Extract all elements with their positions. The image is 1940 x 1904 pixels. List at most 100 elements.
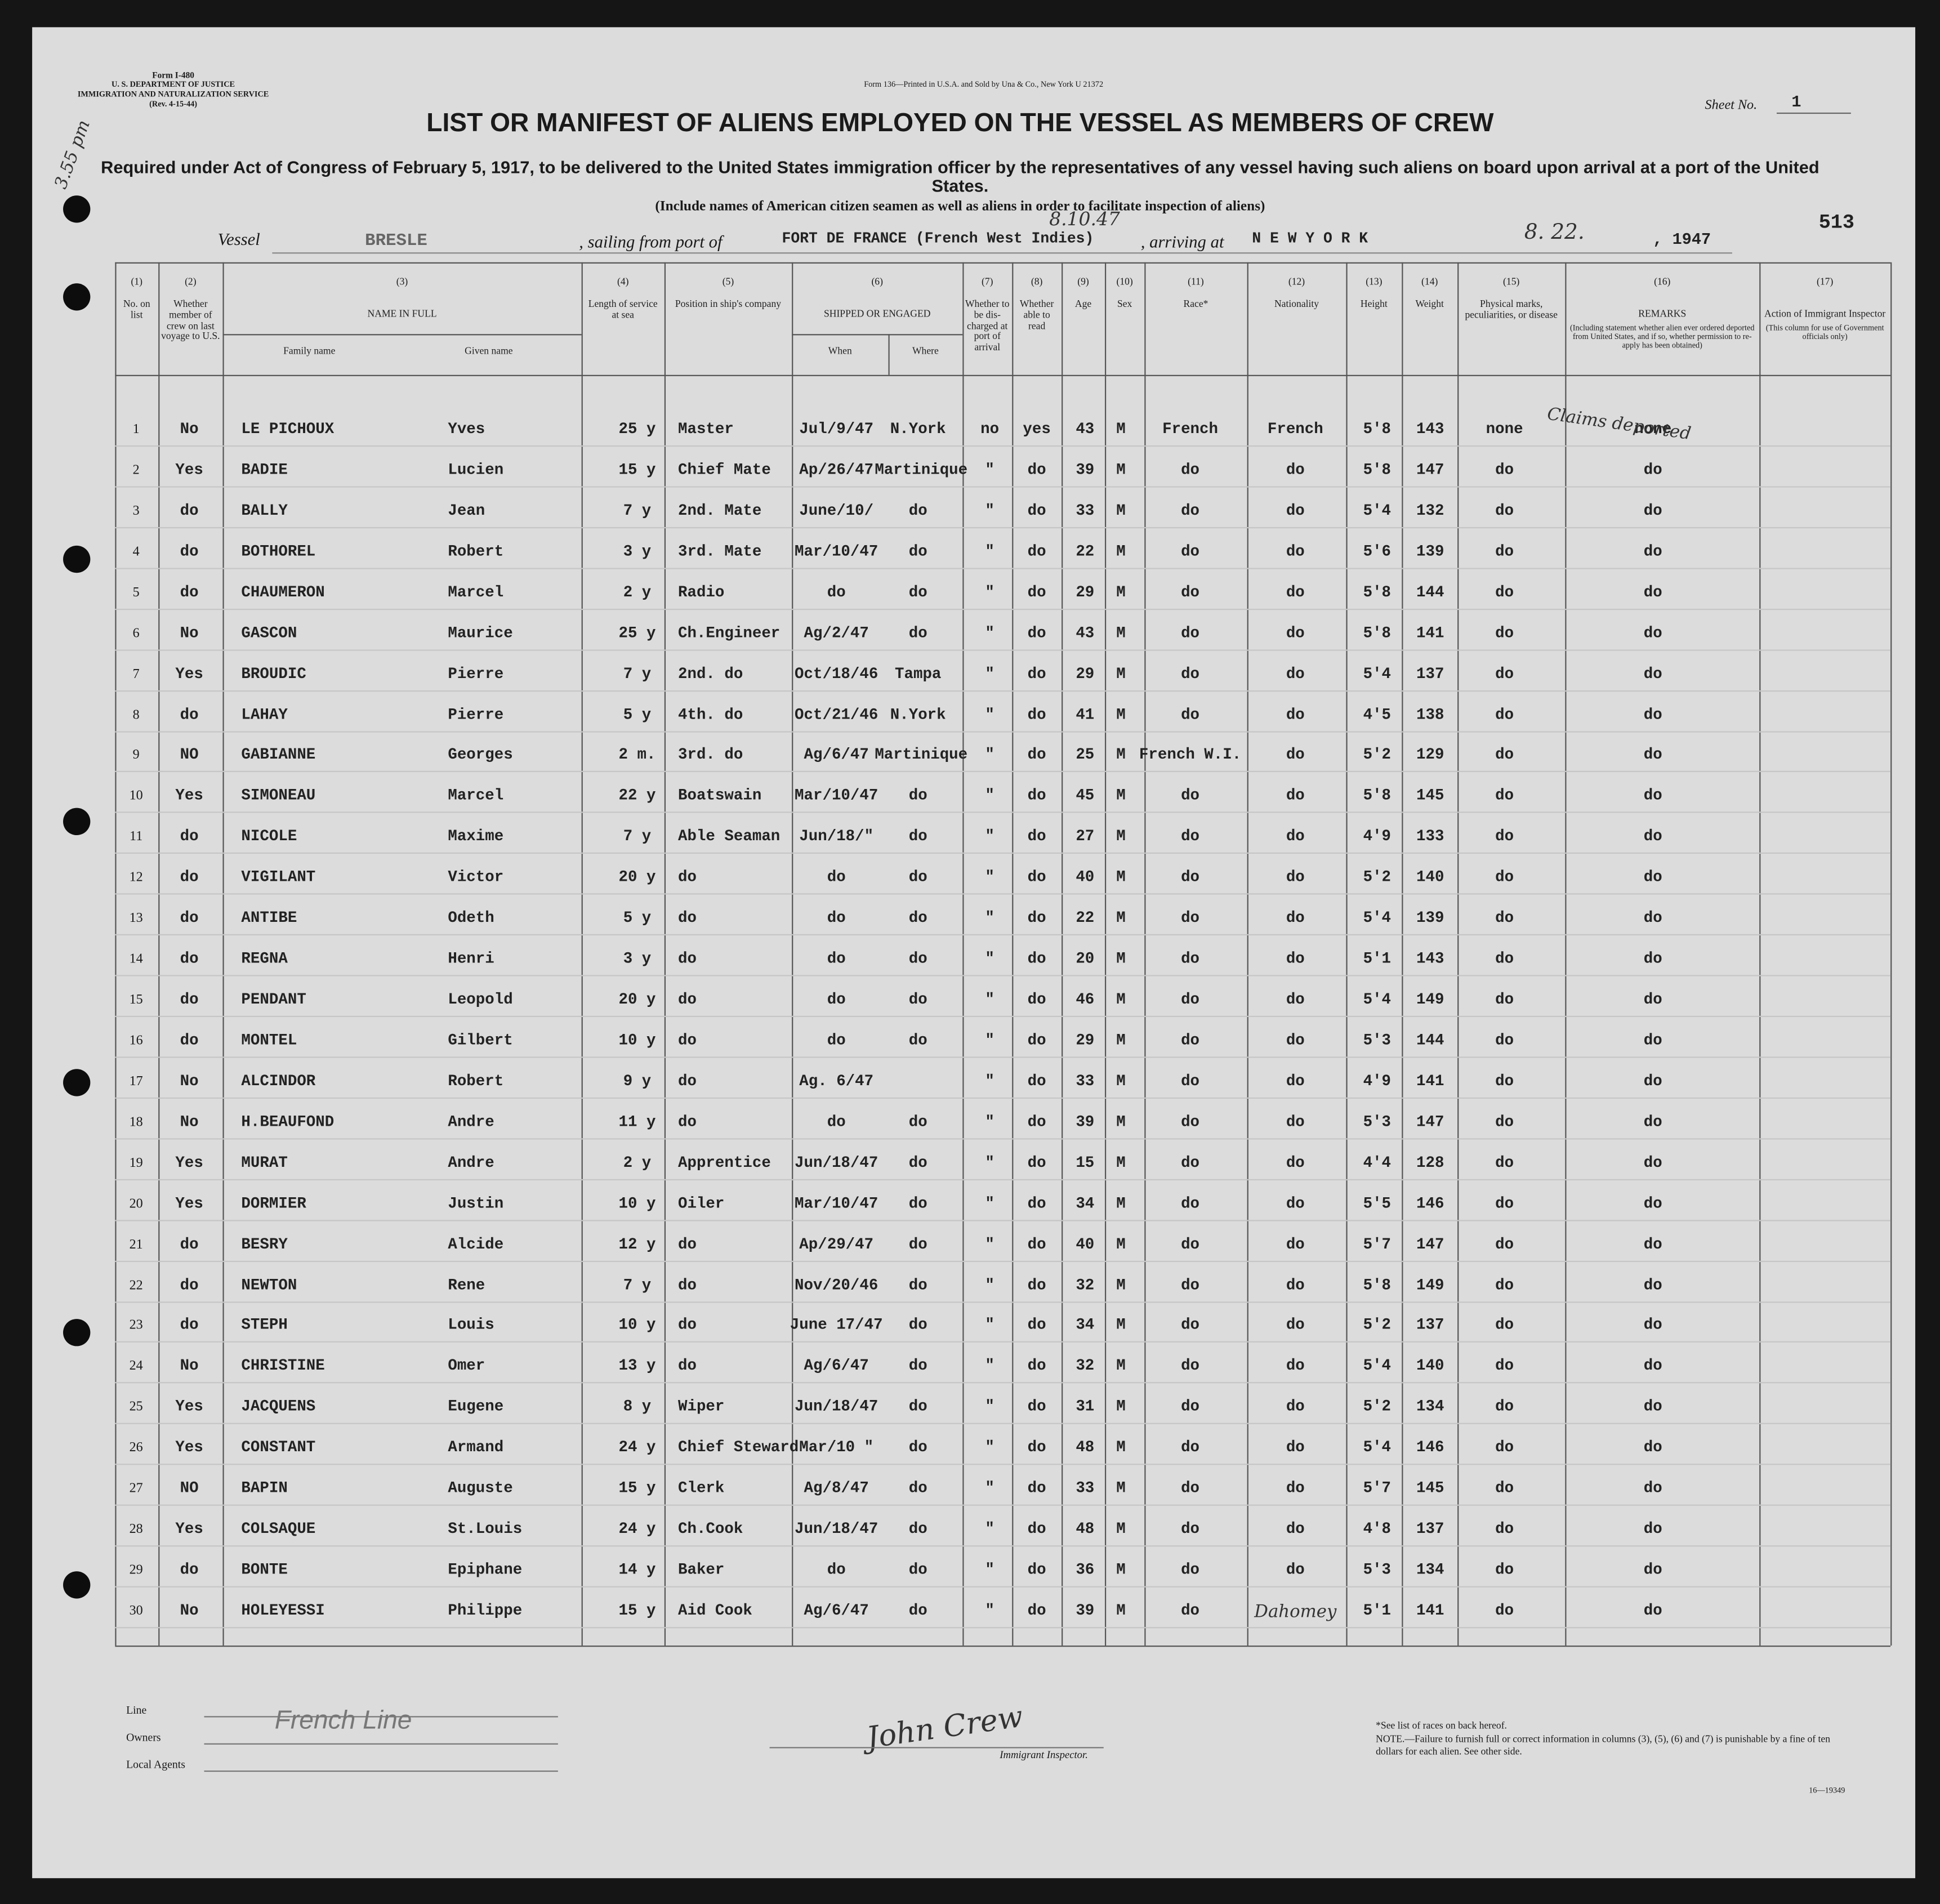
row-rule: [115, 893, 1891, 895]
column-label: Age: [1074, 298, 1092, 310]
list-number: 3: [132, 503, 140, 519]
list-number: 20: [129, 1196, 143, 1211]
able-to-read: do: [1027, 909, 1046, 927]
shipped-when: do: [827, 1113, 846, 1131]
discharged: ": [985, 1439, 994, 1457]
form-line: (Rev. 4-15-44): [149, 100, 198, 109]
weight: 128: [1416, 1154, 1444, 1172]
column-rule: [792, 262, 793, 1646]
row-rule: [115, 690, 1891, 692]
discharged: ": [985, 624, 994, 642]
physical-marks: do: [1495, 1439, 1514, 1457]
age: 34: [1076, 1317, 1095, 1335]
race: do: [1181, 1602, 1200, 1620]
prior-voyage: do: [180, 583, 199, 601]
nationality: do: [1286, 909, 1305, 927]
service-length: 25 y: [618, 624, 656, 642]
prior-voyage: No: [180, 421, 199, 438]
list-number: 23: [129, 1318, 143, 1334]
column-number: (10): [1116, 275, 1133, 287]
column-number: (2): [185, 275, 197, 287]
remarks: do: [1643, 950, 1662, 968]
discharged: ": [985, 1520, 994, 1539]
column-number: (1): [131, 275, 143, 287]
nationality: do: [1286, 706, 1305, 724]
list-number: 26: [129, 1440, 143, 1456]
family-name: REGNA: [241, 950, 288, 968]
shipped-when: Ag. 6/47: [799, 1072, 874, 1090]
able-to-read: do: [1027, 665, 1046, 683]
race: do: [1181, 461, 1200, 479]
weight: 137: [1416, 1520, 1444, 1539]
arrival-date: 8. 22.: [1524, 220, 1585, 246]
weight: 141: [1416, 1602, 1444, 1620]
sex: M: [1116, 1235, 1126, 1253]
given-name: Andre: [448, 1113, 494, 1131]
sex: M: [1116, 624, 1126, 642]
nationality: do: [1286, 1113, 1305, 1131]
able-to-read: do: [1027, 1113, 1046, 1131]
column-rule: [1104, 262, 1107, 1646]
discharged: ": [985, 1154, 994, 1172]
shipped-where: do: [908, 1480, 927, 1497]
column-rule: [1402, 262, 1403, 1646]
able-to-read: do: [1027, 1072, 1046, 1090]
position: Ch.Engineer: [677, 624, 781, 642]
shipped-where: do: [908, 1154, 927, 1172]
service-length: 3 y: [623, 543, 652, 560]
physical-marks: none: [1486, 421, 1523, 438]
shipped-where: do: [908, 1235, 927, 1253]
able-to-read: do: [1027, 1439, 1046, 1457]
shipped-when: Mar/10/47: [795, 543, 878, 560]
discharged: ": [985, 787, 994, 805]
given-name: Philippe: [448, 1602, 523, 1620]
family-name: JACQUENS: [241, 1398, 316, 1416]
age: 25: [1076, 746, 1095, 764]
column-label: Whether able to read: [1019, 298, 1054, 331]
nationality: do: [1286, 1032, 1305, 1049]
remarks: do: [1643, 1194, 1662, 1212]
column-rule: [1346, 262, 1348, 1646]
row-rule: [115, 486, 1891, 488]
column-rule: [158, 262, 160, 1646]
column-label: Height: [1360, 298, 1388, 310]
inspector-label: Immigrant Inspector.: [1000, 1748, 1088, 1761]
row-rule: [115, 1545, 1891, 1547]
list-number: 19: [129, 1155, 143, 1170]
race: do: [1181, 1439, 1200, 1457]
position: 3rd. Mate: [677, 543, 762, 560]
column-label: NAME IN FULL: [367, 308, 437, 319]
shipped-when: Oct/21/46: [795, 706, 878, 724]
punch-hole: [63, 545, 91, 573]
age: 29: [1076, 1032, 1095, 1049]
weight: 141: [1416, 1072, 1444, 1090]
height: 5'1: [1363, 950, 1392, 968]
age: 15: [1076, 1154, 1095, 1172]
sailing-date: 8.10.47: [1049, 208, 1120, 230]
weight: 143: [1416, 950, 1444, 968]
prior-voyage: No: [180, 1072, 199, 1090]
position: 2nd. Mate: [677, 502, 762, 520]
shipped-when: Mar/10/47: [795, 1194, 878, 1212]
sex: M: [1116, 991, 1126, 1009]
list-number: 14: [129, 951, 143, 967]
age: 20: [1076, 950, 1095, 968]
height: 5'4: [1363, 665, 1392, 683]
column-label: Nationality: [1274, 298, 1319, 310]
race: do: [1181, 868, 1200, 886]
physical-marks: do: [1495, 624, 1514, 642]
column-number: (7): [981, 275, 993, 287]
family-name: CHRISTINE: [241, 1358, 325, 1375]
height: 5'3: [1363, 1032, 1392, 1049]
discharged: ": [985, 461, 994, 479]
position: do: [677, 868, 697, 886]
prior-voyage: No: [180, 624, 199, 642]
height: 5'2: [1363, 868, 1392, 886]
height: 5'2: [1363, 746, 1392, 764]
row-rule: [115, 608, 1891, 610]
year: , 1947: [1653, 230, 1711, 249]
service-length: 8 y: [623, 1398, 652, 1416]
sex: M: [1116, 543, 1126, 560]
column-number: (11): [1188, 275, 1204, 287]
